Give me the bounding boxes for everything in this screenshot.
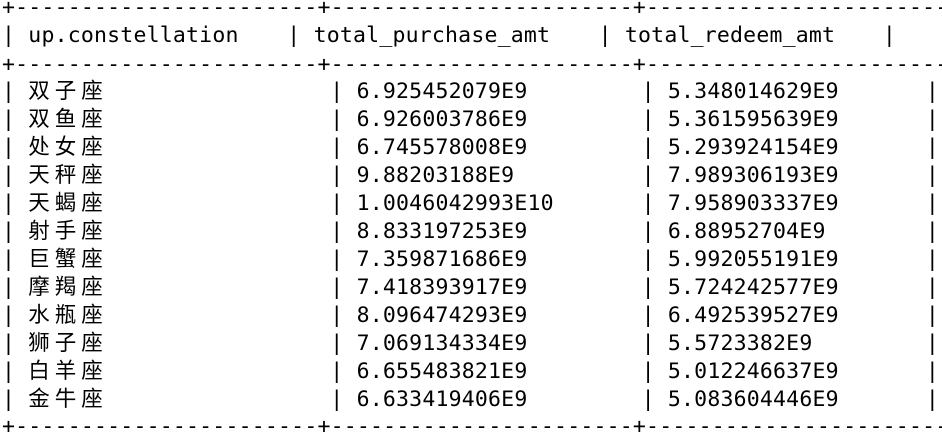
constellation-cell: 处女座 bbox=[28, 135, 108, 160]
table-header-border: +-----------------------+---------------… bbox=[2, 52, 942, 77]
purchase-amt-cell: 1.0046042993E10 bbox=[356, 191, 554, 216]
redeem-amt-cell: 6.88952704E9 bbox=[667, 219, 826, 244]
table-row: | 摩羯座 | 7.418393917E9 | 5.724242577E9 | bbox=[2, 275, 940, 300]
purchase-amt-cell: 6.926003786E9 bbox=[356, 107, 528, 132]
constellation-cell: 水瓶座 bbox=[28, 303, 108, 328]
redeem-amt-cell: 5.083604446E9 bbox=[667, 387, 839, 412]
purchase-amt-cell: 9.88203188E9 bbox=[356, 163, 515, 188]
purchase-amt-cell: 6.925452079E9 bbox=[356, 79, 528, 104]
constellation-cell: 天秤座 bbox=[28, 163, 108, 188]
table-row: | 水瓶座 | 8.096474293E9 | 6.492539527E9 | bbox=[2, 303, 940, 328]
table-row: | 处女座 | 6.745578008E9 | 5.293924154E9 | bbox=[2, 135, 940, 160]
purchase-amt-cell: 6.655483821E9 bbox=[356, 359, 528, 384]
table-row: | 狮子座 | 7.069134334E9 | 5.5723382E9 | bbox=[2, 331, 940, 356]
redeem-amt-cell: 5.992055191E9 bbox=[667, 247, 839, 272]
purchase-amt-cell: 6.745578008E9 bbox=[356, 135, 528, 160]
redeem-amt-cell: 6.492539527E9 bbox=[667, 303, 839, 328]
constellation-cell: 双鱼座 bbox=[28, 107, 108, 132]
constellation-cell: 天蝎座 bbox=[28, 191, 108, 216]
constellation-cell: 狮子座 bbox=[28, 331, 108, 356]
redeem-amt-cell: 5.724242577E9 bbox=[667, 275, 839, 300]
purchase-amt-cell: 8.096474293E9 bbox=[356, 303, 528, 328]
constellation-cell: 摩羯座 bbox=[28, 275, 108, 300]
table-row: | 双子座 | 6.925452079E9 | 5.348014629E9 | bbox=[2, 79, 940, 104]
table-row: | 天秤座 | 9.88203188E9 | 7.989306193E9 | bbox=[2, 163, 940, 188]
constellation-cell: 金牛座 bbox=[28, 387, 108, 412]
constellation-cell: 射手座 bbox=[28, 219, 108, 244]
redeem-amt-cell: 5.348014629E9 bbox=[667, 79, 839, 104]
redeem-amt-cell: 7.989306193E9 bbox=[667, 163, 839, 188]
purchase-amt-cell: 6.633419406E9 bbox=[356, 387, 528, 412]
constellation-cell: 白羊座 bbox=[28, 359, 108, 384]
table-row: | 双鱼座 | 6.926003786E9 | 5.361595639E9 | bbox=[2, 107, 940, 132]
table-row: | 金牛座 | 6.633419406E9 | 5.083604446E9 | bbox=[2, 387, 940, 412]
table-row: | 射手座 | 8.833197253E9 | 6.88952704E9 | bbox=[2, 219, 940, 244]
table-row: | 白羊座 | 6.655483821E9 | 5.012246637E9 | bbox=[2, 359, 940, 384]
redeem-amt-cell: 7.958903337E9 bbox=[667, 191, 839, 216]
purchase-amt-cell: 8.833197253E9 bbox=[356, 219, 528, 244]
table-header-row: | up.constellation | total_purchase_amt | … bbox=[2, 23, 897, 48]
constellation-cell: 巨蟹座 bbox=[28, 247, 108, 272]
header-total-purchase-amt: total_purchase_amt bbox=[313, 23, 551, 48]
header-up-constellation: up.constellation bbox=[28, 23, 239, 48]
constellation-cell: 双子座 bbox=[28, 79, 108, 104]
table-row: | 天蝎座 | 1.0046042993E10 | 7.958903337E9 | bbox=[2, 191, 940, 216]
purchase-amt-cell: 7.359871686E9 bbox=[356, 247, 528, 272]
table-bottom-border: +-----------------------+---------------… bbox=[2, 414, 942, 439]
header-total-redeem-amt: total_redeem_amt bbox=[624, 23, 836, 48]
redeem-amt-cell: 5.012246637E9 bbox=[667, 359, 839, 384]
redeem-amt-cell: 5.361595639E9 bbox=[667, 107, 839, 132]
table-top-border: +-----------------------+---------------… bbox=[2, 0, 942, 20]
redeem-amt-cell: 5.5723382E9 bbox=[667, 331, 813, 356]
purchase-amt-cell: 7.069134334E9 bbox=[356, 331, 528, 356]
purchase-amt-cell: 7.418393917E9 bbox=[356, 275, 528, 300]
table-row: | 巨蟹座 | 7.359871686E9 | 5.992055191E9 | bbox=[2, 247, 940, 272]
redeem-amt-cell: 5.293924154E9 bbox=[667, 135, 839, 160]
